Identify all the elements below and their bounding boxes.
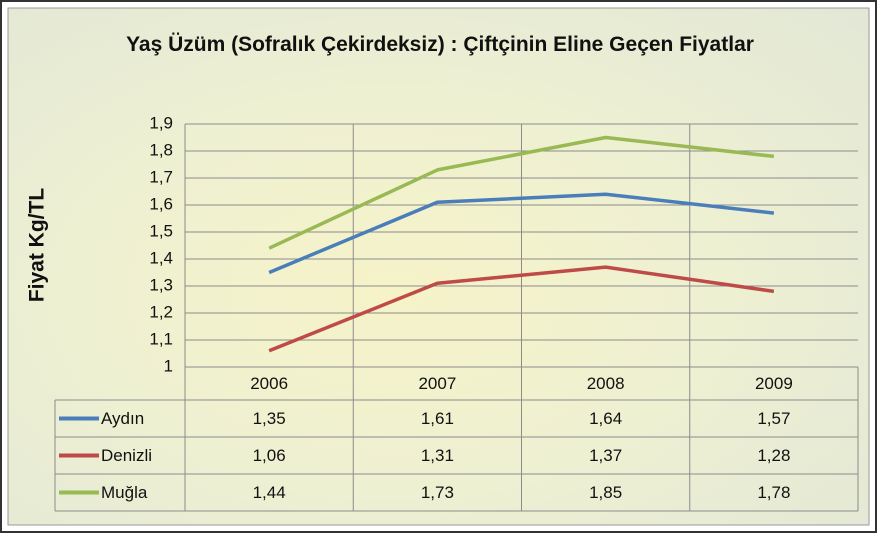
chart-title: Yaş Üzüm (Sofralık Çekirdeksiz) : Çiftçi… — [120, 28, 760, 62]
table-value: 1,85 — [589, 483, 622, 502]
table-value: 1,78 — [757, 483, 790, 502]
table-value: 1,06 — [253, 446, 286, 465]
table-value: 1,64 — [589, 409, 622, 428]
y-tick-label: 1,4 — [149, 248, 173, 267]
legend-label: Denizli — [101, 446, 152, 465]
y-tick-label: 1,8 — [149, 140, 173, 159]
y-tick-label: 1,6 — [149, 194, 173, 213]
x-tick-label: 2008 — [587, 374, 625, 393]
chart-container: Fiyat Kg/TL 1 1,1 1,2 1,3 1,4 1,5 1,6 1,7 1,8 1,9… — [0, 0, 877, 533]
y-tick-label: 1,7 — [149, 167, 173, 186]
table-value: 1,73 — [421, 483, 454, 502]
x-tick-label: 2006 — [250, 374, 288, 393]
y-axis-label: Fiyat Kg/TL — [26, 188, 49, 303]
table-value: 1,57 — [757, 409, 790, 428]
legend-label: Muğla — [101, 483, 148, 502]
x-tick-label: 2007 — [418, 374, 456, 393]
table-value: 1,35 — [253, 409, 286, 428]
y-tick-label: 1,1 — [149, 329, 173, 348]
table-value: 1,37 — [589, 446, 622, 465]
chart: Fiyat Kg/TL 1 1,1 1,2 1,3 1,4 1,5 1,6 1,7 1,8 1,9… — [0, 0, 877, 533]
y-tick-label: 1,2 — [149, 302, 173, 321]
y-tick-label: 1,5 — [149, 221, 173, 240]
y-tick-label: 1,3 — [149, 275, 173, 294]
table-value: 1,61 — [421, 409, 454, 428]
y-tick-label: 1 — [164, 356, 173, 375]
table-value: 1,44 — [253, 483, 286, 502]
y-tick-label: 1,9 — [149, 113, 173, 132]
x-tick-label: 2009 — [755, 374, 793, 393]
table-value: 1,31 — [421, 446, 454, 465]
legend-label: Aydın — [101, 409, 144, 428]
table-value: 1,28 — [757, 446, 790, 465]
